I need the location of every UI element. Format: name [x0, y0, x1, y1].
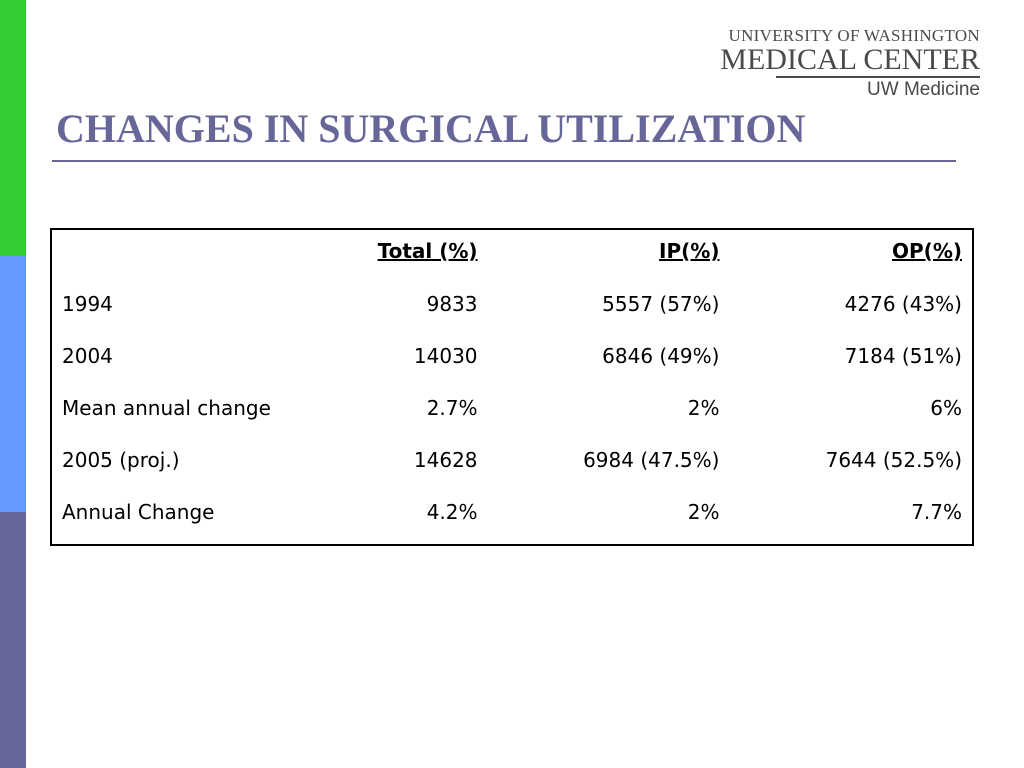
cell-ip: 6846 (49%)	[602, 343, 720, 368]
cell-total: 4.2%	[426, 500, 478, 525]
cell-op: 7.7%	[911, 500, 962, 525]
cell-op: 6%	[930, 395, 962, 420]
cell-ip: 2%	[687, 500, 720, 525]
uw-medicine-logo: UNIVERSITY OF WASHINGTON MEDICAL CENTER …	[720, 26, 980, 100]
table-row: Annual Change 4.2% 2% 7.7%	[51, 491, 973, 545]
header-op: OP(%)	[892, 239, 962, 263]
logo-university-text: UNIVERSITY OF WASHINGTON	[728, 26, 980, 45]
cell-op: 7184 (51%)	[844, 343, 962, 368]
row-label: Mean annual change	[62, 395, 271, 420]
header-ip: IP(%)	[659, 239, 720, 263]
cell-op: 4276 (43%)	[844, 291, 962, 316]
row-label: Annual Change	[62, 500, 215, 525]
table-row: Mean annual change 2.7% 2% 6%	[51, 387, 973, 439]
header-empty	[51, 229, 302, 283]
sidebar-bar-green	[0, 0, 26, 256]
row-label: 2005 (proj.)	[62, 448, 180, 473]
header-total: Total (%)	[377, 239, 478, 263]
row-label: 2004	[62, 343, 113, 368]
sidebar-bar-purple	[0, 512, 26, 768]
cell-total: 9833	[426, 291, 478, 316]
cell-op: 7644 (52.5%)	[825, 448, 962, 473]
cell-ip: 6984 (47.5%)	[583, 448, 720, 473]
row-label: 1994	[62, 291, 113, 316]
sidebar-bar-blue	[0, 256, 26, 512]
logo-uw-medicine-text: UW Medicine	[867, 79, 980, 100]
table-row: 2004 14030 6846 (49%) 7184 (51%)	[51, 335, 973, 387]
table-header-row: Total (%) IP(%) OP(%)	[51, 229, 973, 283]
page-title: CHANGES IN SURGICAL UTILIZATION	[56, 106, 806, 151]
cell-ip: 2%	[687, 395, 720, 420]
cell-total: 2.7%	[426, 395, 478, 420]
logo-divider	[776, 76, 980, 78]
table-row: 2005 (proj.) 14628 6984 (47.5%) 7644 (52…	[51, 439, 973, 491]
cell-ip: 5557 (57%)	[602, 291, 720, 316]
title-underline	[52, 160, 956, 162]
table-row: 1994 9833 5557 (57%) 4276 (43%)	[51, 283, 973, 335]
utilization-table: Total (%) IP(%) OP(%) 1994 9833 5557 (57…	[50, 228, 974, 546]
cell-total: 14030	[413, 343, 478, 368]
logo-medical-center-text: MEDICAL CENTER	[720, 43, 980, 76]
cell-total: 14628	[413, 448, 478, 473]
